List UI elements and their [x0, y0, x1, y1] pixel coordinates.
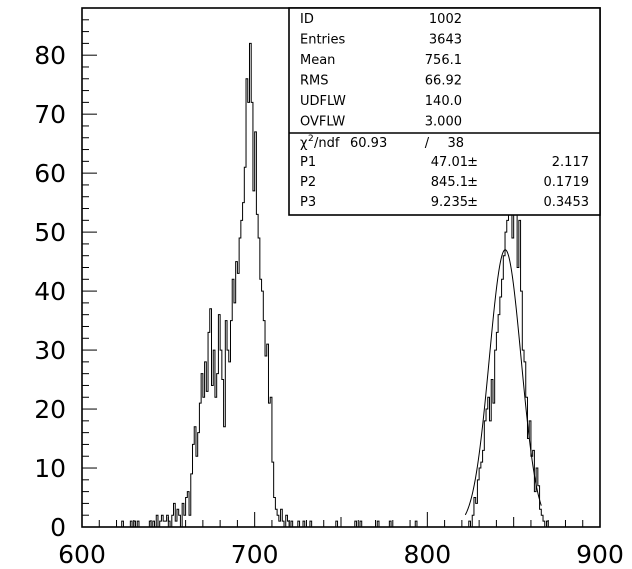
- chi-symbol: χ: [300, 136, 308, 151]
- param-value: 9.235: [431, 195, 468, 210]
- tick-labels: 0 10 20 30 40 50 60 70 80 600 700 800 900: [34, 41, 624, 569]
- plus-minus: ±: [467, 155, 478, 170]
- x-tick-label: 600: [58, 540, 106, 569]
- chi2-value: 60.93: [350, 136, 387, 151]
- stat-value: 1002: [429, 12, 462, 27]
- y-tick-label: 10: [34, 454, 66, 483]
- stat-value: 3643: [429, 33, 462, 48]
- y-tick-label: 70: [34, 100, 66, 129]
- stat-label: ID: [300, 12, 314, 27]
- y-tick-label: 50: [34, 218, 66, 247]
- param-value: 845.1: [431, 175, 468, 190]
- param-error: 2.117: [552, 155, 589, 170]
- y-tick-label: 30: [34, 336, 66, 365]
- x-tick-label: 800: [403, 540, 451, 569]
- stat-value: 3.000: [425, 115, 462, 130]
- stats-box: ID 1002 Entries 3643 Mean 756.1 RMS 66.92 UDFLW 1…: [288, 7, 601, 216]
- stat-label: OVFLW: [300, 115, 345, 130]
- stat-value: 756.1: [425, 53, 462, 68]
- y-tick-label: 80: [34, 41, 66, 70]
- fit-curve: [464, 249, 542, 516]
- x-tick-label: 900: [576, 540, 624, 569]
- param-label: P3: [300, 195, 316, 210]
- y-tick-label: 60: [34, 159, 66, 188]
- chi2-separator: /: [425, 136, 430, 151]
- stat-label: Mean: [300, 53, 335, 68]
- stat-label: RMS: [300, 74, 329, 89]
- chi-superscript: 2: [308, 134, 314, 144]
- y-tick-label: 0: [50, 513, 66, 542]
- stat-label: UDFLW: [300, 94, 346, 109]
- param-label: P1: [300, 155, 316, 170]
- param-label: P2: [300, 175, 316, 190]
- ndf-value: 38: [447, 136, 464, 151]
- y-tick-label: 20: [34, 395, 66, 424]
- param-value: 47.01: [431, 155, 468, 170]
- stat-value: 140.0: [425, 94, 462, 109]
- y-tick-label: 40: [34, 277, 66, 306]
- plus-minus: ±: [467, 175, 478, 190]
- param-error: 0.1719: [544, 175, 590, 190]
- x-tick-label: 700: [231, 540, 279, 569]
- chi2-label: /ndf: [314, 136, 340, 151]
- stat-label: Entries: [300, 33, 346, 48]
- param-error: 0.3453: [544, 195, 590, 210]
- stats-box-frame: [288, 7, 601, 216]
- plus-minus: ±: [467, 195, 478, 210]
- stat-value: 66.92: [425, 74, 462, 89]
